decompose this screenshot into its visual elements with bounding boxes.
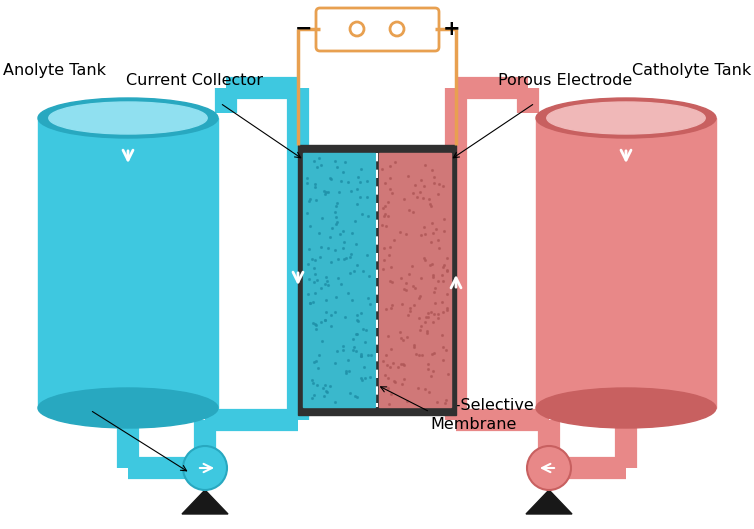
Text: Pump: Pump — [40, 373, 85, 388]
Text: −: − — [295, 19, 312, 39]
Polygon shape — [182, 490, 228, 514]
Text: Anolyte Tank: Anolyte Tank — [3, 63, 106, 78]
Ellipse shape — [547, 102, 705, 134]
Circle shape — [183, 446, 227, 490]
Bar — [298, 145, 456, 415]
Text: Ion-Selective
Membrane: Ion-Selective Membrane — [430, 398, 534, 432]
FancyBboxPatch shape — [316, 8, 439, 51]
Bar — [303, 153, 375, 407]
Ellipse shape — [38, 388, 218, 428]
Circle shape — [527, 446, 571, 490]
Ellipse shape — [38, 98, 218, 138]
Text: Porous Electrode: Porous Electrode — [498, 73, 632, 88]
Bar — [379, 153, 451, 407]
Polygon shape — [526, 490, 572, 514]
Bar — [38, 118, 218, 408]
Circle shape — [390, 22, 404, 36]
Ellipse shape — [536, 98, 716, 138]
Text: +: + — [443, 19, 461, 39]
Text: Catholyte Tank: Catholyte Tank — [632, 63, 751, 78]
Text: Current Collector: Current Collector — [127, 73, 263, 88]
Ellipse shape — [536, 388, 716, 428]
Ellipse shape — [49, 102, 207, 134]
Circle shape — [350, 22, 364, 36]
Bar — [536, 118, 716, 408]
